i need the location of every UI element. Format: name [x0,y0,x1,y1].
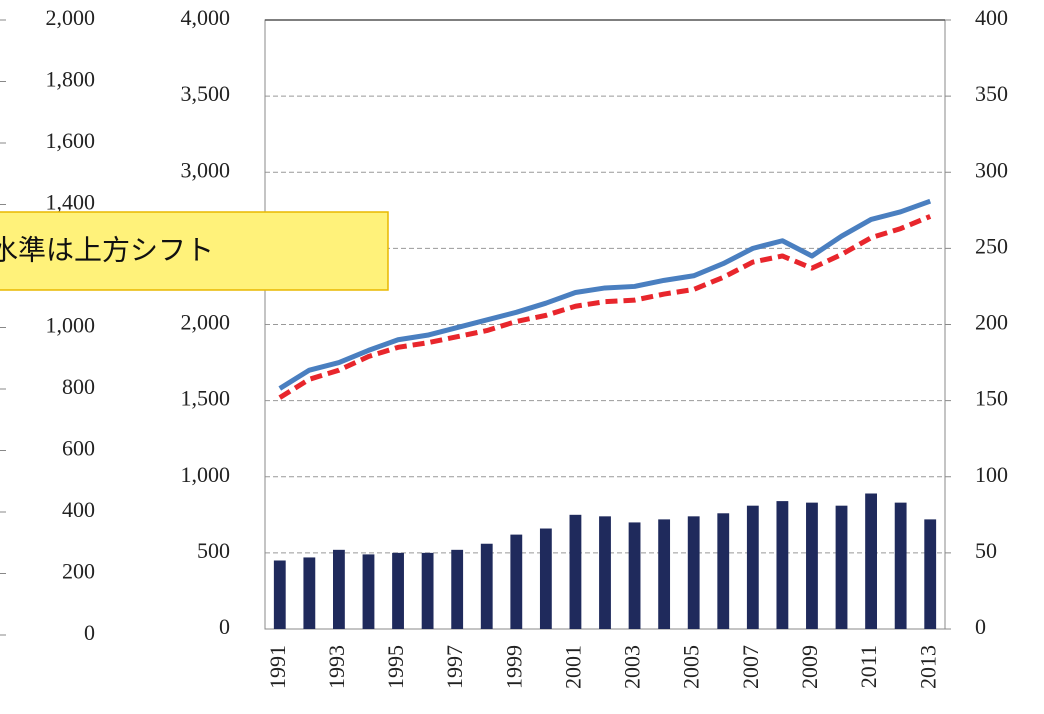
x-tick-label: 2013 [915,645,940,689]
x-tick-label: 1999 [501,645,526,689]
bar [421,552,434,629]
x-tick-label: 2003 [620,645,645,689]
bar [628,522,641,629]
x-tick-label: 1997 [442,645,467,689]
y-tick-label: 0 [219,614,230,639]
y-tick-label: 2,000 [46,5,96,30]
y-tick-label: 1,500 [181,386,231,411]
bar [303,557,316,629]
bar [599,516,611,629]
bar [392,552,404,629]
y-tick-label: 800 [62,374,95,399]
y-tick-label: 2,000 [181,310,231,335]
y-tick-label: 0 [84,620,95,645]
bar [480,543,493,629]
bar [333,549,345,629]
y-tick-label: 1,000 [46,313,96,338]
y2-tick-label: 200 [975,310,1008,335]
bar [894,502,907,629]
bar [776,501,789,629]
y-tick-label: 600 [62,436,95,461]
y2-tick-label: 250 [975,233,1008,258]
x-tick-label: 1993 [324,645,349,689]
bar [362,554,375,629]
y2-tick-label: 350 [975,81,1008,106]
y2-tick-label: 300 [975,157,1008,182]
y-tick-label: 4,000 [181,5,231,30]
y2-tick-label: 50 [975,538,997,563]
x-tick-label: 2005 [679,645,704,689]
y-tick-label: 3,000 [181,157,231,182]
y-tick-label: 400 [62,497,95,522]
x-tick-label: 2007 [738,645,763,689]
bar [658,519,671,629]
bar [924,519,937,629]
x-tick-label: 2009 [797,645,822,689]
bar [865,493,877,629]
annotation-box [0,211,389,291]
x-tick-label: 2001 [560,645,585,689]
x-tick-label: 1991 [265,645,290,689]
line [278,214,932,400]
bar [717,513,730,629]
bar [835,505,848,629]
y-tick-label: 500 [197,538,230,563]
y-tick-label: 200 [62,559,95,584]
y-tick-label: 1,400 [46,190,96,215]
x-tick-label: 2011 [856,645,881,688]
bar [510,534,523,629]
y-tick-label: 1,800 [46,67,96,92]
y2-tick-label: 100 [975,462,1008,487]
bar [687,516,700,629]
y-tick-label: 1,000 [181,462,231,487]
y2-tick-label: 0 [975,614,986,639]
y-tick-label: 3,500 [181,81,231,106]
y-tick-label: 1,600 [46,128,96,153]
bar [746,505,759,629]
line [278,198,932,391]
bar [806,502,818,629]
annotation: 水準は上方シフト [0,234,214,265]
bar [569,514,582,629]
bar [539,528,552,629]
bar [273,560,286,629]
y2-tick-label: 150 [975,386,1008,411]
y2-tick-label: 400 [975,5,1008,30]
bar [451,549,464,629]
x-tick-label: 1995 [383,645,408,689]
